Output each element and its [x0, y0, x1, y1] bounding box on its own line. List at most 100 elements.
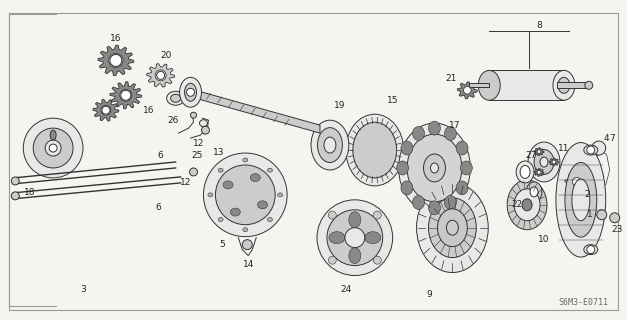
Ellipse shape	[526, 182, 542, 202]
Ellipse shape	[230, 208, 240, 216]
Ellipse shape	[223, 181, 233, 189]
Ellipse shape	[478, 70, 500, 100]
Text: 12: 12	[193, 139, 204, 148]
Circle shape	[587, 146, 595, 154]
Ellipse shape	[514, 189, 540, 221]
Circle shape	[329, 211, 336, 219]
Polygon shape	[98, 45, 134, 76]
Ellipse shape	[317, 128, 342, 163]
Ellipse shape	[329, 232, 345, 244]
Text: S6M3-E0711: S6M3-E0711	[559, 298, 609, 307]
Polygon shape	[534, 148, 544, 156]
Text: 21: 21	[446, 74, 457, 83]
Ellipse shape	[268, 218, 272, 221]
Ellipse shape	[208, 193, 213, 197]
Ellipse shape	[431, 163, 438, 173]
Circle shape	[120, 89, 132, 101]
Circle shape	[587, 246, 595, 253]
Ellipse shape	[397, 161, 409, 175]
Circle shape	[609, 213, 619, 223]
Circle shape	[552, 160, 556, 164]
Circle shape	[155, 70, 166, 81]
Ellipse shape	[268, 168, 272, 172]
Polygon shape	[110, 82, 142, 109]
Polygon shape	[457, 82, 477, 99]
Text: 2: 2	[584, 190, 589, 199]
Circle shape	[110, 54, 122, 67]
Text: 18: 18	[23, 188, 35, 197]
Circle shape	[204, 153, 287, 237]
Ellipse shape	[250, 174, 260, 181]
Polygon shape	[549, 158, 559, 166]
Ellipse shape	[184, 83, 196, 101]
Ellipse shape	[179, 77, 201, 107]
Ellipse shape	[540, 157, 548, 167]
Ellipse shape	[407, 134, 462, 202]
Circle shape	[45, 140, 61, 156]
Circle shape	[102, 106, 110, 114]
Ellipse shape	[416, 183, 488, 273]
Text: 15: 15	[387, 96, 398, 105]
Circle shape	[373, 256, 381, 264]
Polygon shape	[565, 172, 589, 191]
Circle shape	[329, 256, 336, 264]
Text: 27: 27	[525, 150, 537, 160]
Ellipse shape	[311, 120, 349, 170]
Ellipse shape	[428, 198, 477, 258]
Text: 24: 24	[340, 285, 352, 294]
Ellipse shape	[349, 212, 361, 228]
Ellipse shape	[218, 168, 223, 172]
Ellipse shape	[401, 181, 413, 195]
Circle shape	[189, 168, 198, 176]
Circle shape	[327, 210, 382, 266]
Ellipse shape	[278, 193, 283, 197]
Text: 16: 16	[143, 106, 154, 115]
Ellipse shape	[460, 161, 472, 175]
Ellipse shape	[576, 201, 586, 209]
Ellipse shape	[565, 163, 597, 237]
Text: 23: 23	[611, 225, 623, 234]
Text: 25: 25	[192, 150, 203, 160]
Circle shape	[191, 112, 196, 118]
Ellipse shape	[218, 218, 223, 221]
Text: 6: 6	[155, 203, 162, 212]
Circle shape	[121, 90, 131, 100]
Ellipse shape	[558, 77, 570, 93]
Polygon shape	[147, 64, 174, 87]
Ellipse shape	[243, 228, 248, 232]
Ellipse shape	[578, 203, 583, 207]
Circle shape	[23, 118, 83, 178]
Text: 5: 5	[219, 240, 225, 249]
Ellipse shape	[520, 165, 530, 179]
Ellipse shape	[445, 196, 456, 209]
Circle shape	[187, 88, 194, 96]
Text: 22: 22	[512, 200, 523, 209]
Text: 12: 12	[180, 179, 191, 188]
Circle shape	[33, 128, 73, 168]
Circle shape	[201, 126, 209, 134]
Ellipse shape	[11, 177, 19, 185]
Ellipse shape	[556, 143, 606, 257]
Ellipse shape	[507, 180, 547, 230]
Text: 14: 14	[243, 260, 254, 269]
Ellipse shape	[428, 121, 440, 135]
Ellipse shape	[516, 161, 534, 183]
Ellipse shape	[353, 122, 397, 178]
Text: 8: 8	[536, 21, 542, 30]
Circle shape	[216, 165, 275, 225]
Text: 11: 11	[558, 144, 570, 153]
Text: 26: 26	[167, 116, 178, 125]
Ellipse shape	[401, 141, 413, 155]
Circle shape	[345, 228, 365, 248]
Text: 20: 20	[160, 51, 171, 60]
Circle shape	[592, 141, 606, 155]
Ellipse shape	[522, 199, 532, 211]
Ellipse shape	[349, 248, 361, 264]
Ellipse shape	[456, 181, 468, 195]
Text: 1: 1	[587, 210, 593, 219]
Text: 3: 3	[80, 285, 86, 294]
Ellipse shape	[258, 201, 268, 209]
Text: 9: 9	[426, 290, 433, 299]
Ellipse shape	[171, 94, 181, 102]
Text: 4: 4	[604, 133, 609, 143]
